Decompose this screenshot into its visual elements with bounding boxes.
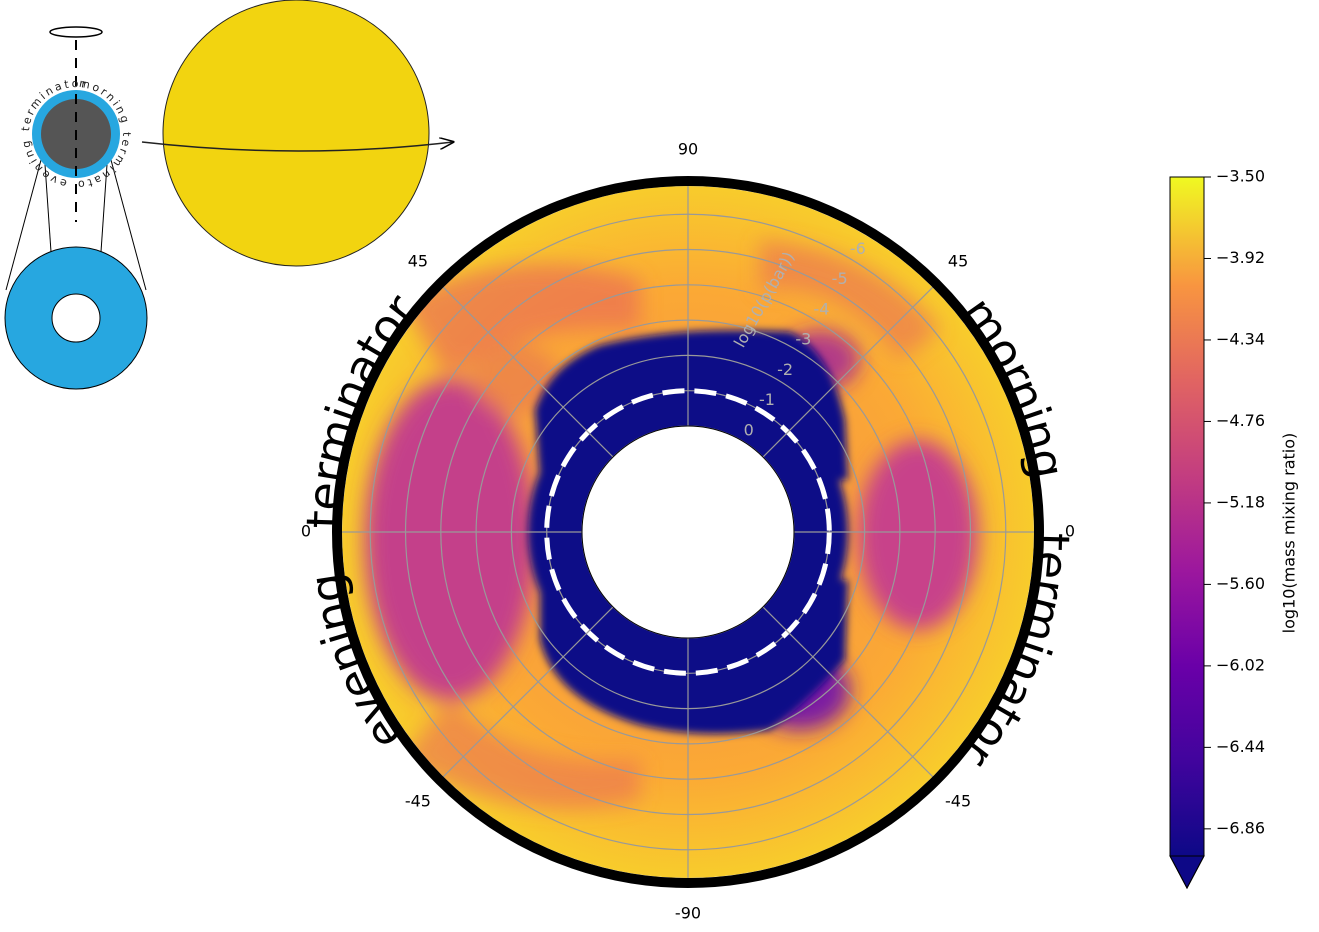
grid-spoke (762, 286, 934, 458)
r-tick-label: -1 (759, 390, 775, 409)
star-disk (162, 0, 430, 267)
outer-ring (332, 176, 1044, 888)
colorbar-frame (1169, 176, 1205, 890)
projection-line (110, 159, 147, 291)
angle-tick-label: 0 (1065, 522, 1075, 541)
colorbar-tick-label: −6.44 (1216, 737, 1265, 756)
colorbar-tick-label: −3.92 (1216, 248, 1265, 267)
grid-spoke (762, 606, 934, 778)
angle-tick-label: 45 (408, 251, 428, 270)
colorbar-extend (1169, 855, 1205, 890)
colorbar (1170, 177, 1204, 856)
colorbar-tick-label: −6.86 (1216, 818, 1265, 837)
angle-tick-label: 90 (678, 140, 698, 159)
grid-spoke (442, 606, 614, 778)
projection-line (5, 159, 42, 291)
inner-hole (581, 425, 795, 639)
r-tick-label: -4 (814, 299, 830, 318)
angle-tick-label: -45 (405, 792, 431, 811)
colorbar-tick-label: −3.50 (1216, 167, 1265, 186)
angle-tick-label: -90 (675, 904, 701, 923)
colorbar-tick-label: −6.02 (1216, 655, 1265, 674)
angle-tick-label: 45 (948, 251, 968, 270)
angle-tick-label: -45 (945, 792, 971, 811)
grid-spoke (442, 286, 614, 458)
ray-arrow (141, 142, 453, 152)
colorbar-tick-label: −4.76 (1216, 411, 1265, 430)
r-tick-label: -3 (795, 330, 811, 349)
rotation-ellipse (49, 26, 103, 38)
annulus-hole (51, 293, 101, 343)
r-tick-label: -5 (832, 269, 848, 288)
colorbar-tick-label: −5.60 (1216, 574, 1265, 593)
colorbar-label: log10(mass mixing ratio) (1280, 433, 1299, 634)
colorbar-tick-label: −4.34 (1216, 329, 1265, 348)
r-tick-label: 0 (744, 420, 754, 439)
angle-tick-label: 0 (301, 522, 311, 541)
colorbar-tick-label: −5.18 (1216, 492, 1265, 511)
r-tick-label: -6 (850, 239, 866, 258)
r-tick-label: -2 (777, 360, 793, 379)
